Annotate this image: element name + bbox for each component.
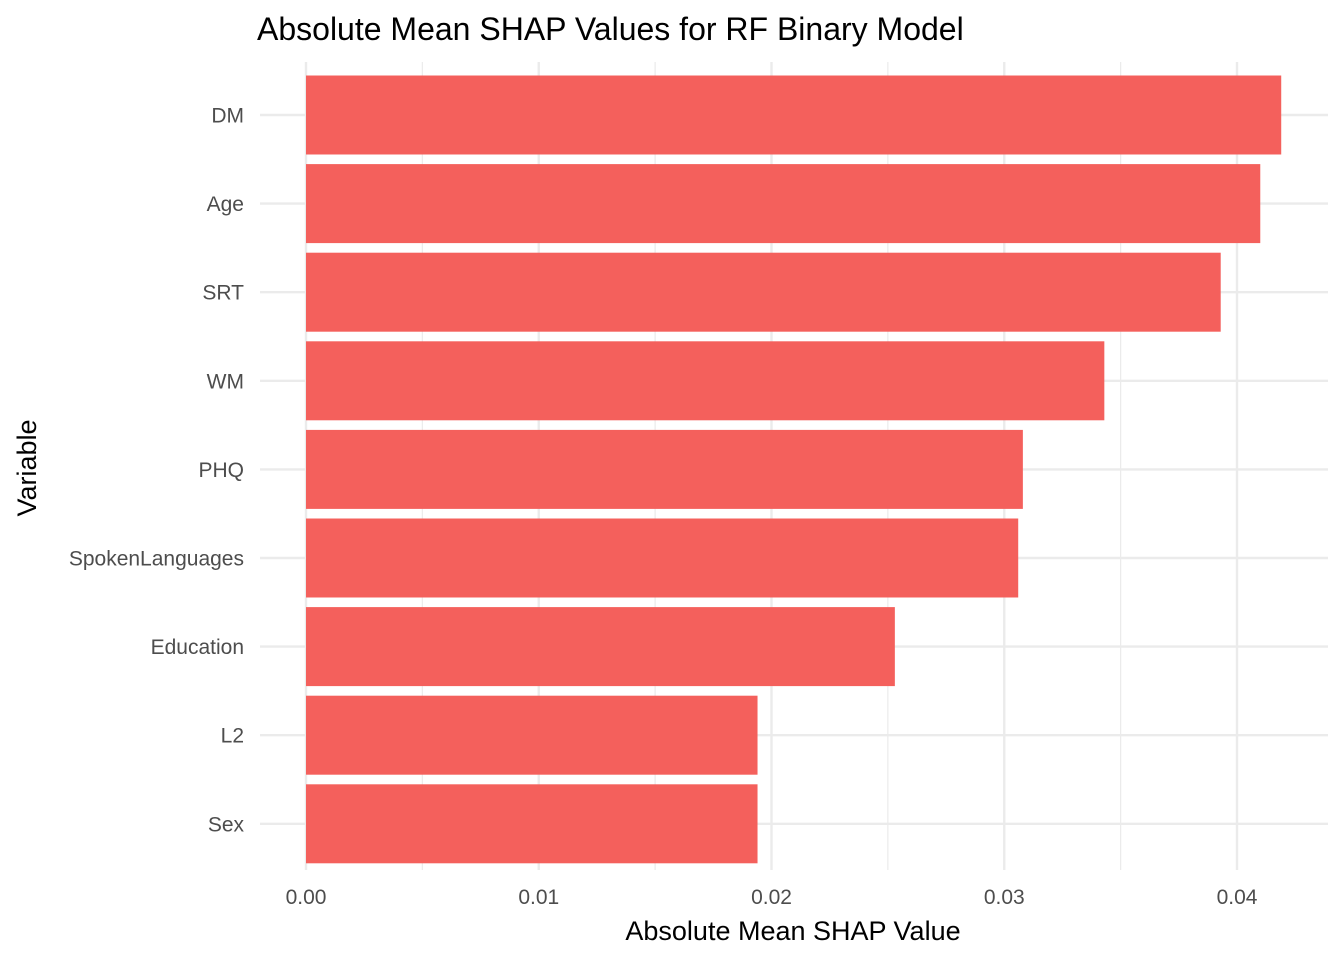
bar-phq xyxy=(306,429,1023,509)
y-tick-label: SRT xyxy=(202,282,244,305)
y-tick-label: Sex xyxy=(208,813,245,836)
y-axis-ticks: DM Age SRT WM PHQ SpokenLanguages Education L2 S… xyxy=(69,105,245,837)
bar-dm xyxy=(306,75,1282,155)
y-tick-label: DM xyxy=(211,105,244,128)
x-tick-label: 0.00 xyxy=(286,886,327,909)
y-tick-label: WM xyxy=(207,370,244,393)
x-tick-label: 0.04 xyxy=(1217,886,1258,909)
bar-spokenlanguages xyxy=(306,518,1019,598)
bar-srt xyxy=(306,252,1221,332)
y-axis-title: Variable xyxy=(12,419,42,516)
bar-sex xyxy=(306,784,758,864)
bar-wm xyxy=(306,341,1105,421)
x-axis-title: Absolute Mean SHAP Value xyxy=(625,916,960,946)
y-tick-label: Age xyxy=(207,193,244,216)
bar-education xyxy=(306,607,895,687)
x-tick-label: 0.01 xyxy=(518,886,559,909)
x-tick-label: 0.02 xyxy=(751,886,792,909)
y-tick-label: PHQ xyxy=(198,459,244,482)
bar-age xyxy=(306,164,1261,244)
x-tick-label: 0.03 xyxy=(984,886,1025,909)
x-axis-ticks: 0.00 0.01 0.02 0.03 0.04 xyxy=(286,886,1258,909)
y-tick-label: L2 xyxy=(221,725,244,748)
chart-title: Absolute Mean SHAP Values for RF Binary … xyxy=(257,11,964,47)
y-tick-label: Education xyxy=(151,636,244,659)
y-tick-label: SpokenLanguages xyxy=(69,548,244,571)
bar-l2 xyxy=(306,695,758,775)
bars xyxy=(306,75,1282,864)
